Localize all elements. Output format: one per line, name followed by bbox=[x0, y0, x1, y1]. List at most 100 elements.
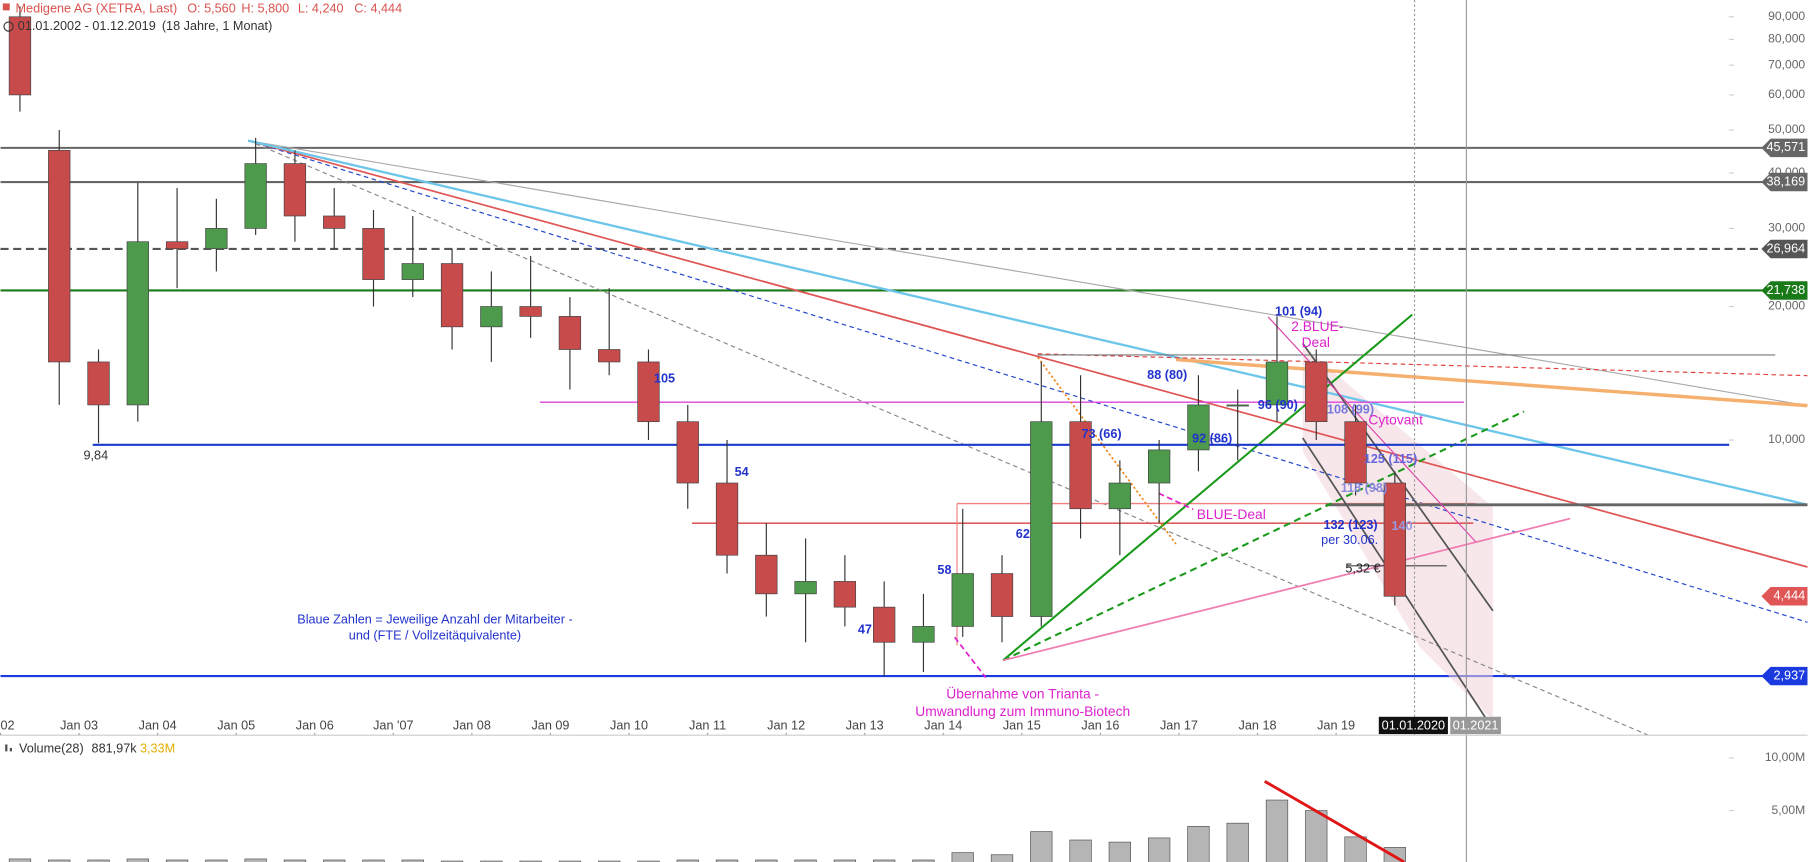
candle-body bbox=[755, 554, 778, 595]
level-label: 21,738 bbox=[1766, 283, 1805, 297]
candle-body bbox=[401, 263, 424, 280]
y-tick-label: 10,000 bbox=[1768, 432, 1805, 446]
annotation: Blaue Zahlen = Jeweilige Anzahl der Mita… bbox=[297, 612, 572, 626]
volume-bar bbox=[1069, 839, 1092, 862]
candle-body bbox=[165, 241, 189, 250]
candle-body bbox=[715, 482, 739, 556]
annotation: per 30.06. bbox=[1321, 533, 1378, 547]
volume-bar bbox=[1265, 799, 1289, 862]
x-tick-label: Jan 06 bbox=[296, 718, 334, 732]
annotation: 73 (66) bbox=[1081, 427, 1121, 441]
annotation: 118 (98) bbox=[1341, 481, 1387, 495]
candle-body bbox=[951, 573, 974, 627]
level-tag bbox=[1761, 239, 1808, 259]
volume-bar bbox=[1030, 831, 1053, 862]
level-tag bbox=[1761, 138, 1808, 158]
y-tick-label: 20,000 bbox=[1768, 299, 1805, 313]
trend-line bbox=[1002, 517, 1571, 662]
annotation: 47 bbox=[858, 623, 872, 637]
candle-body bbox=[1305, 361, 1328, 423]
volume-bar bbox=[1147, 837, 1171, 862]
volume-bar bbox=[1226, 822, 1249, 862]
annotation: BLUE-Deal bbox=[1197, 506, 1266, 522]
trend-line bbox=[1002, 313, 1413, 662]
candle-body bbox=[912, 626, 935, 643]
volume-average: 3,33M bbox=[140, 741, 175, 755]
x-tick-label: 02 bbox=[1, 718, 15, 732]
candle-body bbox=[1226, 404, 1249, 407]
volume-bar bbox=[244, 858, 267, 862]
candle-body bbox=[637, 361, 660, 423]
quote: L: 4,240 bbox=[298, 2, 344, 16]
x-tick-label: Jan '07 bbox=[373, 718, 413, 732]
candle-body bbox=[598, 349, 621, 363]
annotation: 2.BLUE- bbox=[1291, 318, 1343, 334]
x-tick-label: Jan 12 bbox=[767, 718, 805, 732]
x-tick-label: Jan 11 bbox=[689, 718, 726, 732]
candle-body bbox=[323, 215, 346, 229]
x-tick-label: Jan 15 bbox=[1003, 718, 1041, 732]
candle-body bbox=[205, 228, 228, 250]
annotation: 92 (86) bbox=[1192, 431, 1232, 445]
x-tick-label: Jan 04 bbox=[139, 718, 177, 732]
candle-body bbox=[1147, 449, 1171, 484]
volume-bar bbox=[8, 858, 32, 862]
y-tick-label: 30,000 bbox=[1768, 221, 1805, 235]
candle-body bbox=[1383, 482, 1406, 597]
date-marker-box bbox=[1378, 716, 1448, 735]
annotation: 88 (80) bbox=[1147, 368, 1187, 382]
candle-body bbox=[1265, 361, 1289, 406]
annotation: 132 (123) bbox=[1323, 518, 1377, 532]
candle-body bbox=[1030, 421, 1053, 617]
y-tick-label: 50,000 bbox=[1768, 122, 1805, 136]
volume-last: 881,97k bbox=[92, 741, 138, 755]
annotation: 108 (99) bbox=[1327, 403, 1374, 417]
volume-bar bbox=[1108, 841, 1132, 862]
candle-body bbox=[990, 573, 1014, 617]
annotation: 58 bbox=[937, 563, 951, 577]
candle-body bbox=[8, 16, 32, 96]
trend-line bbox=[1002, 410, 1525, 662]
x-tick-label: Jan 16 bbox=[1081, 718, 1119, 732]
volume-tick-label: 5,00M bbox=[1772, 803, 1806, 817]
trend-line bbox=[1267, 316, 1477, 543]
level-label: 2,937 bbox=[1774, 668, 1806, 682]
x-tick-label: Jan 09 bbox=[531, 718, 569, 732]
volume-bar bbox=[1187, 825, 1210, 862]
annotation: Umwandlung zum Immuno-Biotech bbox=[915, 703, 1130, 719]
annotation: 62 bbox=[1016, 527, 1030, 541]
annotation: 125 (115) bbox=[1364, 452, 1417, 466]
arrow-line bbox=[954, 636, 987, 679]
y-tick-label: 60,000 bbox=[1768, 87, 1805, 101]
candle-body bbox=[87, 361, 110, 406]
candle-body bbox=[558, 316, 582, 350]
y-tick-label: 70,000 bbox=[1768, 57, 1805, 71]
volume-bar bbox=[126, 858, 149, 862]
annotation: 101 (94) bbox=[1275, 305, 1322, 319]
level-label: 45,571 bbox=[1766, 140, 1805, 154]
volume-bar bbox=[951, 852, 974, 862]
x-tick-label: Jan 14 bbox=[924, 718, 962, 732]
subtitle: 01.01.2002 - 01.12.2019 bbox=[18, 19, 156, 33]
background-layer bbox=[0, 16, 1808, 862]
quote: C: 4,444 bbox=[354, 2, 402, 16]
level-label: 4,444 bbox=[1774, 589, 1806, 603]
candle-body bbox=[794, 581, 817, 595]
quote: O: 5,560 bbox=[187, 2, 236, 16]
date-marker-box bbox=[1450, 716, 1501, 735]
volume-trend bbox=[1263, 780, 1405, 862]
trend-line bbox=[248, 139, 1808, 568]
volume-title: Volume(28) bbox=[19, 741, 84, 755]
clock-icon bbox=[3, 21, 14, 32]
volume-bar bbox=[990, 854, 1014, 862]
x-tick-label: Jan 05 bbox=[217, 718, 255, 732]
candle-body bbox=[126, 241, 149, 406]
volume-icon bbox=[5, 744, 8, 752]
annotation: Cytovant bbox=[1368, 411, 1423, 427]
candle-body bbox=[519, 306, 542, 317]
annotation: 54 bbox=[735, 465, 749, 479]
level-tag bbox=[1761, 666, 1808, 686]
candle-body bbox=[480, 306, 503, 328]
